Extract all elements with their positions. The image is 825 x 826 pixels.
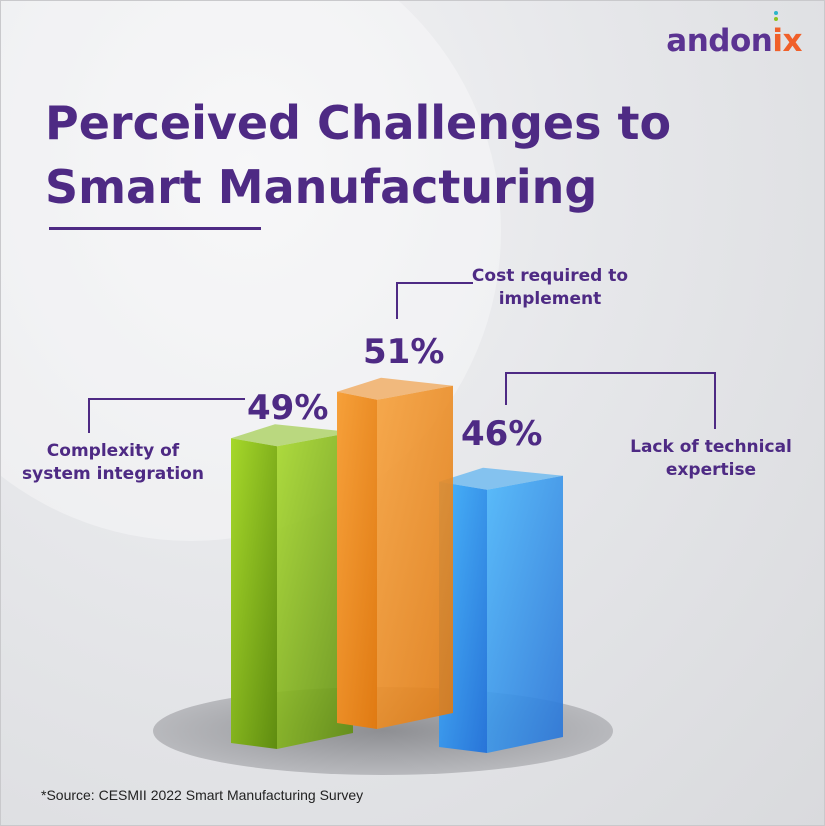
value-label-1: 49% [247,388,328,428]
category-label-2: Cost required to implement [472,266,628,309]
source-note: *Source: CESMII 2022 Smart Manufacturing… [41,787,364,803]
bars-group [231,377,563,753]
category-label-3: Lack of technical expertise [630,437,792,480]
andonix-logo: ando n i x [666,11,802,59]
category-label-line: Lack of technical [630,437,792,457]
bar-3 [439,467,563,753]
bar-front-face [231,438,277,749]
category-label-line: Cost required to [472,266,628,286]
bar-top-face [439,467,563,490]
bar-side-face [377,385,453,729]
bar-side-face [487,475,563,753]
bar-front-face [337,391,377,729]
value-label-2: 51% [363,332,444,372]
bar-side-face [277,432,353,749]
bar-2 [337,377,453,729]
category-label-line: system integration [22,464,204,484]
callout-line-3 [505,372,716,429]
title-line-1: Perceived Challenges to [45,96,672,150]
page-title: Perceived Challenges to Smart Manufactur… [45,91,671,219]
bar-1 [231,424,353,749]
labels-group: 49% 46% 51% Complexity of system integration… [22,266,792,484]
category-label-1: Complexity of system integration [22,441,204,484]
value-label-3: 46% [461,414,542,454]
category-label-line: expertise [666,460,756,480]
category-label-line: implement [499,289,602,309]
callout-line-1 [88,398,245,433]
category-label-line: Complexity of [47,441,180,461]
callout-line-2 [396,282,473,319]
bar-top-face [337,377,453,400]
bar-top-face [231,424,353,447]
title-underline [49,227,261,230]
title-line-2: Smart Manufacturing [45,160,598,214]
